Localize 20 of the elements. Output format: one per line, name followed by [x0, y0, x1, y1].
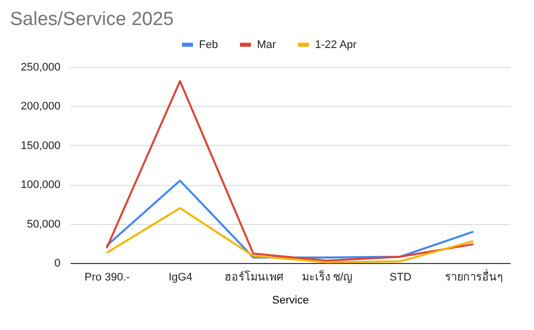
line-series	[106, 180, 474, 259]
legend-label: Mar	[257, 38, 276, 51]
y-tick-label: 250,000	[20, 62, 60, 74]
legend-label: Feb	[199, 38, 218, 51]
legend-label: 1-22 Apr	[315, 38, 357, 51]
x-tick-label: มะเร็ง ช/ญ	[302, 270, 352, 284]
y-tick-label: 100,000	[20, 179, 60, 192]
line-series	[106, 207, 474, 264]
y-tick-label: 50,000	[26, 218, 60, 230]
y-tick-label: 200,000	[20, 100, 60, 113]
y-tick-label: 150,000	[20, 140, 60, 152]
line-series	[106, 80, 474, 262]
x-tick-label: ฮอร์โมนเพศ	[224, 270, 284, 284]
chart-title: Sales/Service 2025	[10, 9, 174, 30]
y-tick-label: 0	[54, 258, 60, 270]
x-tick-label: Pro 390.-	[84, 272, 130, 284]
x-tick-label: IgG4	[168, 272, 192, 284]
x-tick-label: STD	[390, 272, 412, 284]
x-axis-title: Service	[272, 294, 309, 306]
x-tick-label: รายการอื่นๆ	[444, 268, 503, 284]
